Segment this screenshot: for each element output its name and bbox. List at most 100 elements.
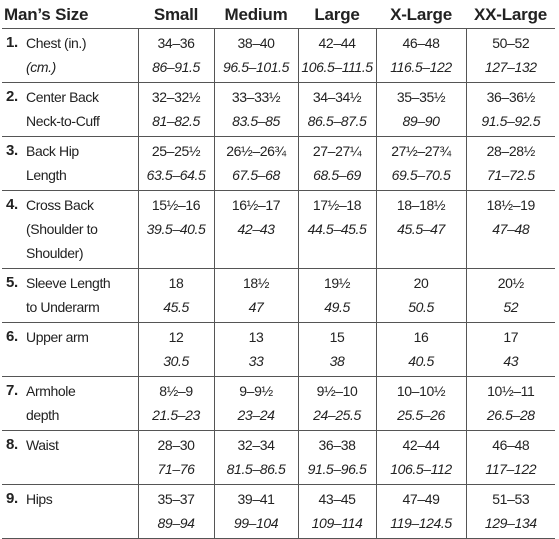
cm-value: 23–24 [237, 407, 275, 423]
cm-value: 89–90 [402, 113, 440, 129]
size-header: Medium [224, 5, 288, 24]
inch-value: 19½ [323, 275, 351, 291]
cm-value: 106.5–111.5 [301, 59, 373, 75]
measure-row: 3. Back Hip Length 25–25½ 63.5–64.5 26½–26¾ 67… [2, 136, 556, 191]
inch-value: 18½ [242, 275, 270, 291]
cm-value: 43 [503, 353, 519, 369]
inch-value: 33–33½ [231, 89, 281, 105]
header-row: Man’s Size Small Medium Large X-Large XX-Larg… [2, 2, 555, 29]
row-label: Chest (in.) (cm.) [26, 28, 139, 83]
size-cell: 18½ 47 [213, 268, 299, 323]
measure-row: 7. Armhole depth 8½–9 21.5–23 9–9½ 23–24 9½–10 2… [2, 376, 556, 431]
cm-value: 69.5–70.5 [391, 167, 451, 183]
inch-value: 18–18½ [396, 197, 446, 213]
size-cell: 16½–17 42–43 [213, 190, 299, 269]
inch-value: 43–45 [318, 491, 356, 507]
cm-value: 99–104 [233, 515, 279, 531]
measure-row: 8. Waist 28–30 71–76 32–34 81.5–86.5 36–38 91.5… [2, 430, 556, 485]
row-number: 9. [2, 484, 26, 539]
cm-value: 30.5 [163, 353, 189, 369]
inch-value: 51–53 [492, 491, 530, 507]
inch-value: 17½–18 [312, 197, 362, 213]
measure-row: 2. Center Back Neck-to-Cuff 32–32½ 81–82.5 33… [2, 82, 556, 137]
label-line: Cross Back [26, 197, 94, 213]
cm-value: 83.5–85 [232, 113, 280, 129]
inch-value: 12 [168, 329, 184, 345]
row-number: 2. [2, 82, 26, 137]
label-line: Sleeve Length [26, 275, 111, 291]
size-cell: 18½–19 47–48 [465, 190, 556, 269]
inch-value: 9½–10 [316, 383, 358, 399]
size-cell: 47–49 119–124.5 [375, 484, 467, 539]
size-cell: 17½–18 44.5–45.5 [297, 190, 377, 269]
label-line: Length [26, 167, 67, 183]
cm-value: 44.5–45.5 [307, 221, 367, 237]
row-number: 1. [2, 28, 26, 83]
size-cell: 27½–27¾ 69.5–70.5 [375, 136, 467, 191]
cm-value: 86–91.5 [152, 59, 200, 75]
row-label: Cross Back (Shoulder to Shoulder) [26, 190, 139, 269]
inch-value: 16 [413, 329, 429, 345]
size-cell: 32–34 81.5–86.5 [213, 430, 299, 485]
inch-value: 46–48 [402, 35, 440, 51]
size-cell: 20½ 52 [465, 268, 556, 323]
cm-value: 116.5–122 [390, 59, 452, 75]
cm-value: 25.5–26 [397, 407, 445, 423]
size-header: XX-Large [473, 5, 548, 24]
cm-value: 63.5–64.5 [146, 167, 206, 183]
cm-value: 119–124.5 [390, 515, 452, 531]
size-cell: 39–41 99–104 [213, 484, 299, 539]
size-cell: 34–34½ 86.5–87.5 [297, 82, 377, 137]
label-line: to Underarm [26, 299, 100, 315]
inch-value: 15½–16 [151, 197, 201, 213]
size-header: X-Large [390, 5, 452, 24]
size-cell: 35–35½ 89–90 [375, 82, 467, 137]
inch-value: 46–48 [492, 437, 530, 453]
measure-row: 5. Sleeve Length to Underarm 18 45.5 18½ 47 19½… [2, 268, 556, 323]
size-cell: 51–53 129–134 [465, 484, 556, 539]
size-cell: 38–40 96.5–101.5 [213, 28, 299, 83]
inch-value: 32–34 [237, 437, 275, 453]
inch-value: 32–32½ [151, 89, 201, 105]
size-cell: 28–28½ 71–72.5 [465, 136, 556, 191]
row-number: 3. [2, 136, 26, 191]
inch-value: 36–36½ [486, 89, 536, 105]
inch-value: 27–27¼ [312, 143, 362, 159]
label-line: Waist [26, 437, 59, 453]
cm-value: 26.5–28 [486, 407, 535, 423]
size-cell: 16 40.5 [375, 322, 467, 377]
size-cell: 15 38 [297, 322, 377, 377]
cm-value: 91.5–92.5 [481, 113, 541, 129]
inch-value: 13 [248, 329, 264, 345]
cm-value: 38 [329, 353, 345, 369]
inch-value: 16½–17 [231, 197, 281, 213]
inch-value: 9–9½ [239, 383, 273, 399]
size-header: Small [153, 5, 199, 24]
cm-value: 67.5–68 [232, 167, 280, 183]
inch-value: 34–34½ [312, 89, 362, 105]
inch-value: 25–25½ [151, 143, 201, 159]
size-cell: 42–44 106.5–111.5 [297, 28, 377, 83]
inch-value: 8½–9 [159, 383, 193, 399]
row-number: 5. [2, 268, 26, 323]
inch-value: 27½–27¾ [391, 143, 451, 159]
cm-value: 68.5–69 [313, 167, 361, 183]
label-line: Back Hip [26, 143, 79, 159]
row-label: Center Back Neck-to-Cuff [26, 82, 139, 137]
table-header: Man’s Size Small Medium Large X-Large XX-Larg… [2, 2, 555, 29]
inch-value: 35–37 [157, 491, 195, 507]
row-label: Upper arm [26, 322, 139, 377]
size-cell: 32–32½ 81–82.5 [137, 82, 215, 137]
size-cell: 27–27¼ 68.5–69 [297, 136, 377, 191]
label-line: Chest (in.) [26, 35, 87, 51]
label-line: Neck-to-Cuff [26, 113, 100, 129]
label-line: Shoulder) [26, 245, 84, 261]
cm-value: 81.5–86.5 [226, 461, 286, 477]
size-cell: 17 43 [465, 322, 556, 377]
size-cell: 13 33 [213, 322, 299, 377]
size-cell: 36–36½ 91.5–92.5 [465, 82, 556, 137]
size-cell: 43–45 109–114 [297, 484, 377, 539]
inch-value: 20½ [497, 275, 524, 291]
cm-value: 127–132 [484, 59, 537, 75]
table-body: 1. Chest (in.) (cm.) 34–36 86–91.5 38–40 96.5–… [2, 28, 556, 539]
